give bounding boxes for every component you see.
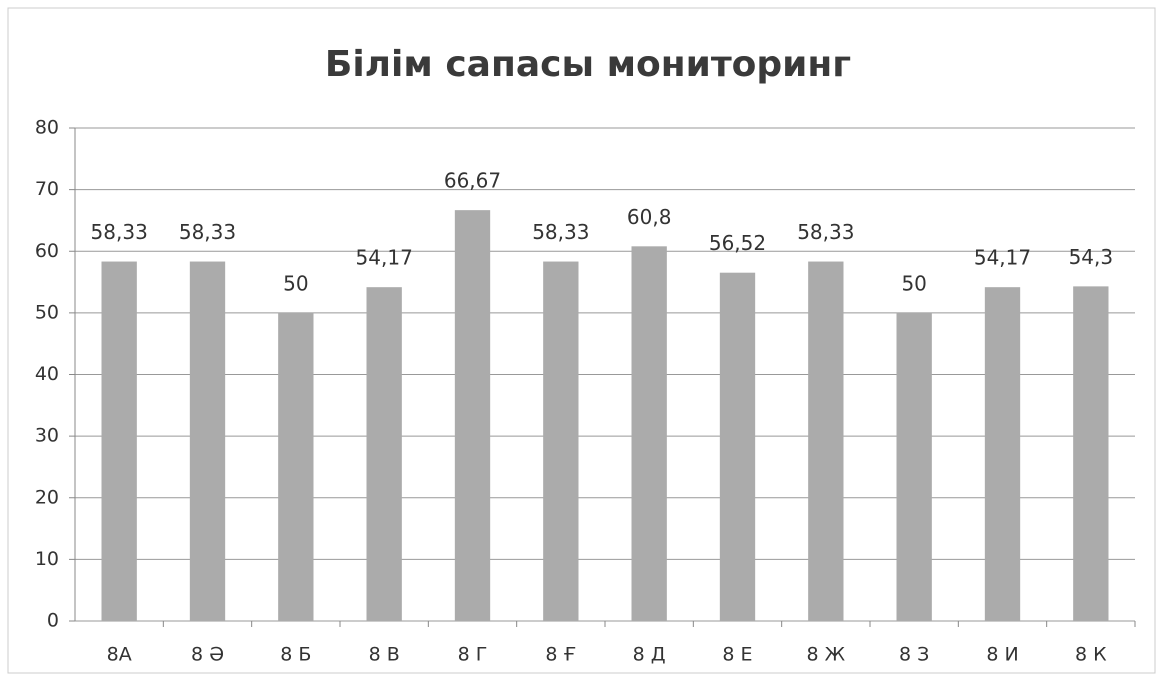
data-label: 50 — [283, 271, 308, 295]
y-tick-label: 60 — [35, 240, 59, 262]
bar — [896, 312, 932, 621]
x-tick-label: 8 Б — [280, 644, 311, 666]
y-tick-label: 20 — [35, 486, 59, 508]
y-tick-label: 0 — [47, 610, 59, 632]
y-tick-label: 30 — [35, 425, 59, 447]
bar — [454, 210, 491, 621]
x-tick-label: 8 Е — [722, 644, 752, 666]
bar — [984, 287, 1021, 621]
x-tick-label: 8А — [107, 644, 132, 666]
x-tick-label: 8 Г — [458, 644, 488, 666]
bar — [189, 261, 226, 621]
x-tick-label: 8 Ж — [807, 644, 846, 666]
y-tick-label: 80 — [35, 117, 59, 139]
x-tick-label: 8 Ә — [191, 644, 224, 666]
x-tick-label: 8 К — [1075, 644, 1107, 666]
data-label: 54,17 — [356, 246, 413, 270]
x-tick-label: 8 З — [899, 644, 929, 666]
data-label: 58,33 — [91, 220, 148, 244]
data-label: 54,3 — [1069, 245, 1114, 269]
x-tick-label: 8 Д — [633, 644, 666, 666]
data-label: 54,17 — [974, 246, 1031, 270]
chart-title: Білім сапасы мониторинг — [325, 44, 851, 85]
bar — [631, 246, 667, 621]
y-tick-label: 70 — [35, 178, 59, 200]
chart-frame — [7, 7, 1156, 674]
bar — [543, 261, 579, 621]
y-tick-label: 40 — [35, 363, 59, 385]
x-tick-label: 8 И — [986, 644, 1018, 666]
data-label: 56,52 — [709, 231, 766, 255]
y-tick-label: 50 — [35, 301, 59, 323]
bar — [278, 312, 314, 621]
y-tick-label: 10 — [35, 548, 59, 570]
data-label: 50 — [901, 271, 926, 295]
bar — [366, 287, 402, 621]
data-label: 60,8 — [627, 205, 672, 229]
bar — [101, 261, 137, 621]
bar — [1073, 286, 1109, 621]
bar — [719, 272, 756, 621]
data-label: 58,33 — [532, 220, 589, 244]
bar — [808, 261, 844, 621]
x-tick-label: 8 Ғ — [545, 644, 576, 666]
data-label: 66,67 — [444, 169, 501, 193]
data-label: 58,33 — [179, 220, 236, 244]
data-label: 58,33 — [797, 220, 854, 244]
x-tick-label: 8 В — [369, 644, 400, 666]
